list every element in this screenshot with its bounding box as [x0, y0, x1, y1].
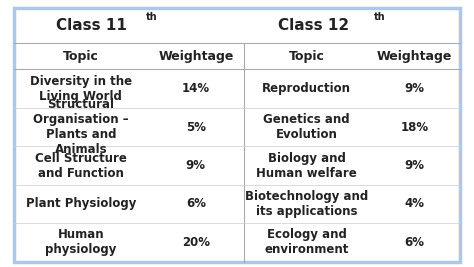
Text: 5%: 5%: [186, 121, 206, 134]
Text: Plant Physiology: Plant Physiology: [26, 198, 136, 210]
Text: Structural
Organisation –
Plants and
Animals: Structural Organisation – Plants and Ani…: [33, 98, 129, 156]
Text: Genetics and
Evolution: Genetics and Evolution: [264, 113, 350, 141]
Text: Biotechnology and
its applications: Biotechnology and its applications: [245, 190, 368, 218]
Text: Weightage: Weightage: [158, 50, 234, 62]
Text: 14%: 14%: [182, 82, 210, 95]
Text: Ecology and
environment: Ecology and environment: [264, 229, 349, 256]
Text: Class 12: Class 12: [278, 18, 349, 33]
Text: 9%: 9%: [186, 159, 206, 172]
FancyBboxPatch shape: [14, 8, 460, 262]
Text: th: th: [146, 12, 158, 22]
Text: Cell Structure
and Function: Cell Structure and Function: [35, 152, 127, 179]
Text: Topic: Topic: [63, 50, 99, 62]
Text: 20%: 20%: [182, 236, 210, 249]
Text: Diversity in the
Living World: Diversity in the Living World: [30, 75, 132, 103]
Text: Weightage: Weightage: [377, 50, 452, 62]
Text: 9%: 9%: [404, 159, 425, 172]
Text: 9%: 9%: [404, 82, 425, 95]
Text: Biology and
Human welfare: Biology and Human welfare: [256, 152, 357, 179]
Text: 6%: 6%: [404, 236, 425, 249]
Text: 18%: 18%: [401, 121, 428, 134]
Text: Class 11: Class 11: [56, 18, 127, 33]
Text: 4%: 4%: [404, 198, 425, 210]
Text: Reproduction: Reproduction: [262, 82, 351, 95]
Text: Human
physiology: Human physiology: [45, 229, 117, 256]
Text: th: th: [374, 12, 385, 22]
Text: Topic: Topic: [289, 50, 325, 62]
Text: 6%: 6%: [186, 198, 206, 210]
